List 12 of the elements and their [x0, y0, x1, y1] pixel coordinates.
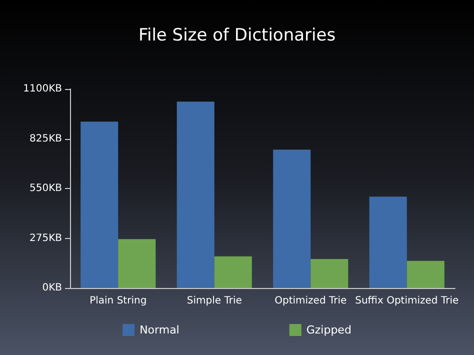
legend-label: Gzipped [306, 324, 352, 336]
y-tick-label: 825KB [29, 133, 62, 144]
chart-title: File Size of Dictionaries [138, 26, 336, 46]
x-tick-label: Plain String [90, 296, 147, 306]
legend-label: Normal [140, 324, 180, 336]
y-tick-label: 0KB [42, 282, 62, 294]
y-tick-label: 550KB [29, 183, 62, 194]
x-tick-label: Suffix Optimized Trie [355, 296, 459, 306]
x-tick-label: Simple Trie [186, 296, 242, 306]
y-tick-label: 275KB [29, 232, 62, 244]
x-tick-label: Optimized Trie [274, 296, 347, 306]
y-tick-label: 1100KB [23, 84, 62, 94]
